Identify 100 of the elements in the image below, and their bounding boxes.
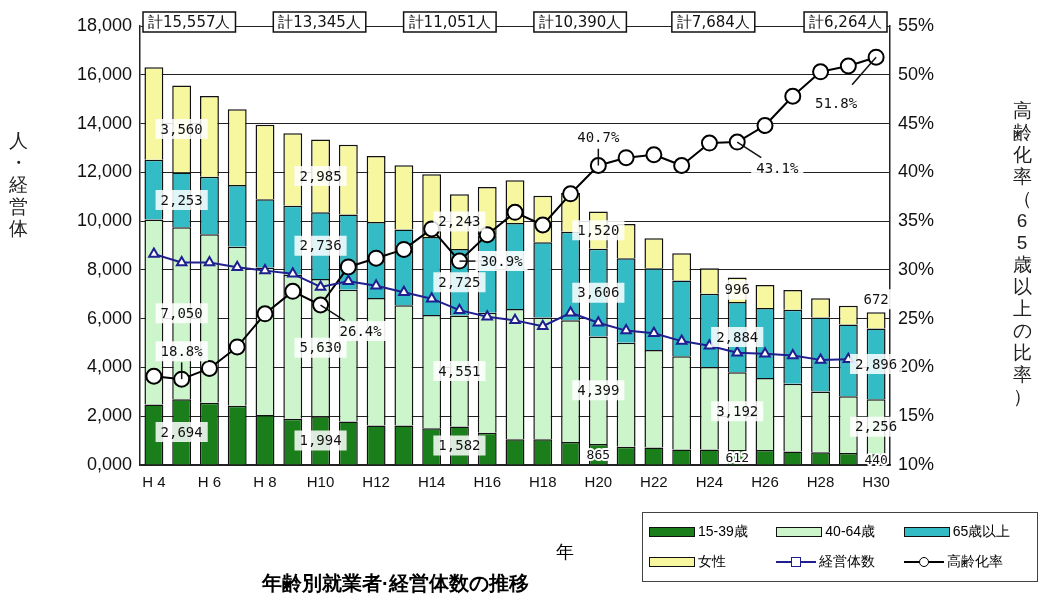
y-tick-label: 10,000 bbox=[76, 210, 132, 231]
x-tick-label: H14 bbox=[417, 473, 446, 491]
point bbox=[728, 133, 746, 151]
point bbox=[425, 292, 438, 303]
x-tick-label: H12 bbox=[362, 473, 390, 491]
data-label: 26.4% bbox=[339, 322, 383, 339]
x-tick-label: H24 bbox=[695, 473, 724, 491]
annotation: 計10,390人 bbox=[538, 12, 622, 31]
data-label: 40.7% bbox=[577, 129, 620, 146]
point bbox=[395, 240, 413, 258]
point bbox=[675, 334, 688, 345]
point bbox=[256, 305, 274, 323]
data-label: 2,725 bbox=[438, 273, 481, 290]
point bbox=[506, 203, 524, 221]
point bbox=[673, 157, 691, 174]
x-tick-label: H18 bbox=[529, 473, 557, 491]
data-label: 2,694 bbox=[160, 423, 203, 440]
data-label: 2,896 bbox=[855, 355, 898, 372]
point bbox=[370, 279, 382, 290]
point bbox=[228, 338, 246, 356]
point bbox=[481, 310, 493, 321]
y-tick-label: 4,000 bbox=[86, 356, 132, 377]
legend-label: 女性 bbox=[698, 553, 726, 571]
annotation: 計6,264人 bbox=[809, 12, 883, 31]
point bbox=[145, 367, 163, 385]
data-label: 5,630 bbox=[299, 339, 342, 356]
point bbox=[589, 157, 607, 174]
data-label: 3,606 bbox=[577, 284, 620, 301]
legend-label: 65歳以上 bbox=[952, 523, 1011, 541]
data-label: 2,884 bbox=[716, 328, 759, 345]
data-label: 43.1% bbox=[756, 159, 799, 176]
y2-tick-label: 20% bbox=[898, 356, 935, 377]
x-tick-label: H28 bbox=[806, 473, 835, 491]
y2-tick-label: 40% bbox=[898, 161, 935, 182]
y2-tick-label: 55% bbox=[898, 14, 935, 35]
text: 高齢化率（65歳以上の比率） bbox=[1012, 100, 1032, 407]
data-label: 7,050 bbox=[160, 304, 203, 321]
data-label: 4,551 bbox=[438, 362, 481, 379]
point bbox=[173, 370, 191, 388]
y2-tick-label: 50% bbox=[898, 63, 935, 84]
point bbox=[509, 313, 521, 325]
point bbox=[814, 353, 827, 364]
y-tick-label: 16,000 bbox=[76, 63, 132, 84]
legend-label: 40-64歳 bbox=[825, 523, 876, 541]
data-label: 2,985 bbox=[299, 167, 342, 184]
data-label: 2,736 bbox=[299, 237, 342, 254]
point bbox=[787, 348, 799, 360]
point bbox=[367, 249, 385, 267]
y2-tick-label: 25% bbox=[898, 307, 935, 328]
data-label: 1,520 bbox=[577, 221, 620, 238]
data-label: 2,256 bbox=[855, 418, 898, 435]
x-tick-label: H20 bbox=[584, 473, 613, 491]
point bbox=[342, 274, 355, 286]
y-tick-label: 14,000 bbox=[76, 112, 132, 133]
x-axis-title: 年 bbox=[556, 541, 574, 564]
annotation: 計15,557人 bbox=[147, 12, 231, 31]
data-label: 1,994 bbox=[299, 432, 342, 449]
point bbox=[645, 146, 663, 164]
y2-tick-label: 45% bbox=[898, 112, 935, 133]
point bbox=[784, 87, 802, 105]
y2-tick-label: 35% bbox=[898, 210, 935, 231]
data-label: 2,253 bbox=[160, 191, 203, 208]
y2-tick-label: 15% bbox=[898, 405, 935, 426]
annotation: 計13,345人 bbox=[278, 12, 361, 31]
point bbox=[450, 252, 468, 270]
point bbox=[339, 258, 357, 276]
point bbox=[148, 247, 160, 258]
point bbox=[398, 285, 410, 297]
annotation: 計11,051人 bbox=[408, 12, 492, 31]
data-label: 1,582 bbox=[438, 437, 481, 454]
point bbox=[759, 347, 771, 358]
point bbox=[756, 117, 774, 135]
y-tick-label: 0,000 bbox=[86, 453, 132, 474]
y-tick-label: 18,000 bbox=[76, 14, 132, 35]
point bbox=[175, 256, 188, 267]
y-tick-label: 2,000 bbox=[86, 405, 132, 426]
x-tick-label: H30 bbox=[862, 473, 890, 491]
point bbox=[259, 264, 271, 275]
text: 年齢別就業者·経営体数の推移 bbox=[262, 571, 529, 595]
point bbox=[314, 280, 327, 291]
legend-label: 高齢化率 bbox=[946, 553, 1003, 571]
x-tick-label: H 6 bbox=[197, 473, 222, 491]
x-tick-label: H26 bbox=[751, 473, 779, 491]
point bbox=[617, 149, 635, 167]
point bbox=[812, 63, 830, 81]
point bbox=[620, 324, 632, 335]
data-label: 4,399 bbox=[577, 381, 620, 398]
data-label: 672 bbox=[863, 290, 889, 307]
y-tick-label: 8,000 bbox=[86, 258, 132, 279]
data-label: 3,192 bbox=[716, 402, 759, 419]
x-tick-label: H10 bbox=[306, 473, 335, 491]
point bbox=[231, 260, 243, 271]
point bbox=[562, 185, 580, 203]
point bbox=[592, 316, 605, 327]
annotation: 計7,684人 bbox=[676, 12, 750, 31]
x-tick-label: H16 bbox=[473, 473, 501, 491]
legend-label: 15-39歳 bbox=[698, 523, 748, 541]
point bbox=[284, 282, 302, 300]
y2-tick-label: 10% bbox=[898, 453, 935, 474]
y2-tick-label: 30% bbox=[898, 258, 935, 279]
